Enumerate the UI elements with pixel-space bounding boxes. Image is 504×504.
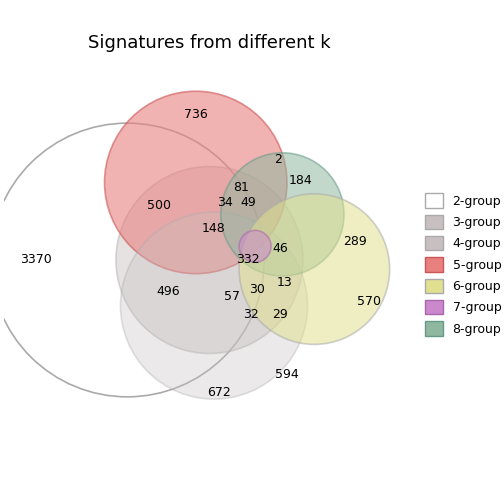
- Circle shape: [221, 153, 344, 276]
- Text: 736: 736: [184, 107, 208, 120]
- Text: 57: 57: [224, 290, 240, 303]
- Text: 672: 672: [207, 386, 230, 399]
- Text: 148: 148: [202, 222, 226, 234]
- Text: 289: 289: [344, 235, 367, 248]
- Text: 13: 13: [277, 276, 293, 289]
- Text: 30: 30: [249, 283, 265, 296]
- Text: 29: 29: [272, 308, 288, 321]
- Text: 32: 32: [242, 308, 259, 321]
- Text: 3370: 3370: [20, 254, 52, 267]
- Text: 184: 184: [289, 174, 312, 186]
- Text: 46: 46: [272, 242, 288, 255]
- Circle shape: [239, 230, 271, 262]
- Text: 500: 500: [147, 199, 171, 212]
- Circle shape: [116, 166, 303, 353]
- Text: 496: 496: [157, 285, 180, 298]
- Text: 594: 594: [275, 367, 299, 381]
- Legend: 2-group, 3-group, 4-group, 5-group, 6-group, 7-group, 8-group: 2-group, 3-group, 4-group, 5-group, 6-gr…: [425, 194, 501, 336]
- Circle shape: [104, 91, 287, 274]
- Circle shape: [120, 212, 307, 399]
- Text: 570: 570: [357, 294, 381, 307]
- Text: 81: 81: [233, 180, 249, 194]
- Text: 332: 332: [236, 254, 260, 267]
- Text: 49: 49: [240, 197, 256, 210]
- Circle shape: [239, 194, 390, 344]
- Text: 34: 34: [218, 197, 233, 210]
- Text: 2: 2: [274, 153, 282, 166]
- Title: Signatures from different k: Signatures from different k: [88, 34, 331, 52]
